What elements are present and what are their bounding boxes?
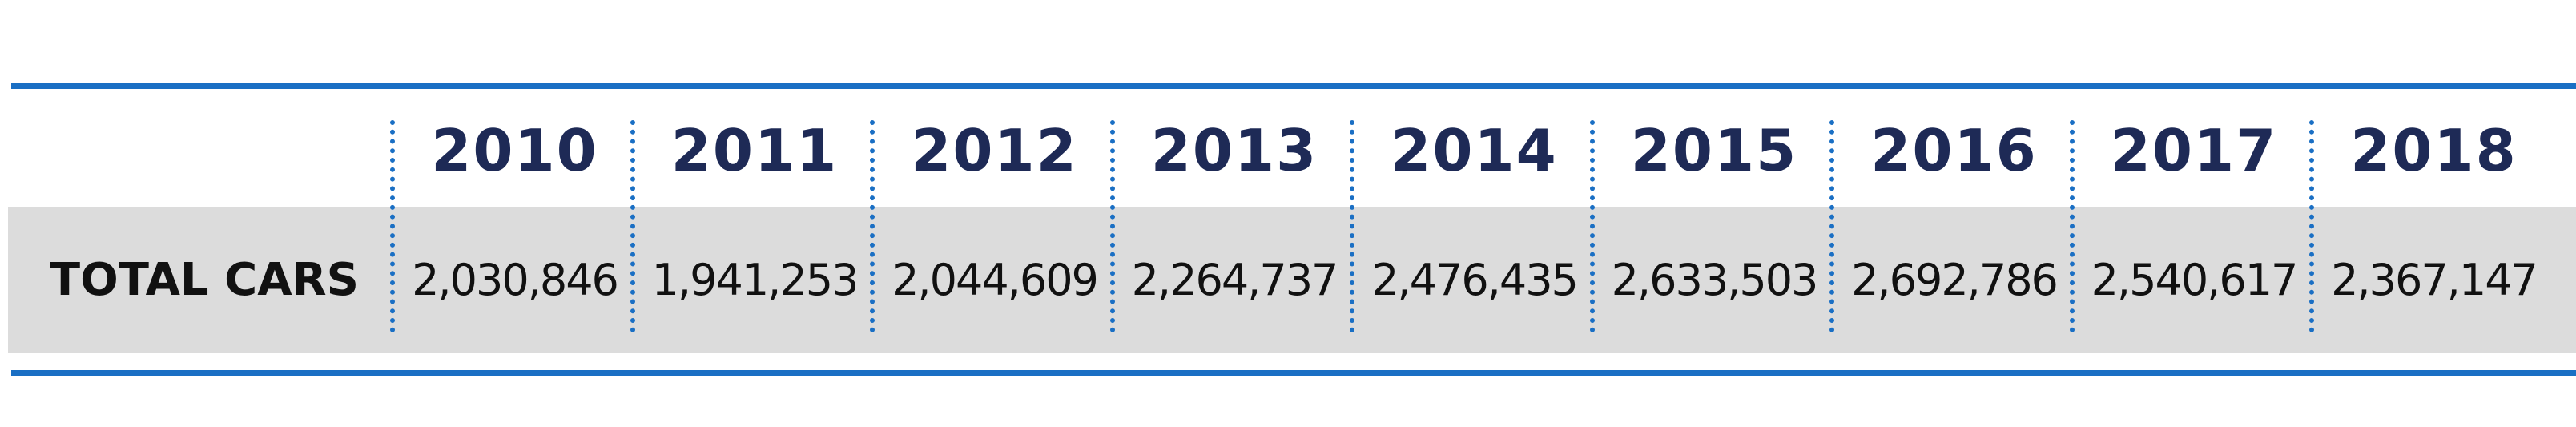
column-separator: [1109, 120, 1115, 332]
column-header: 2017: [2110, 117, 2278, 184]
cell-value: 2,633,503: [1611, 255, 1819, 305]
cell-value: 1,941,253: [651, 255, 859, 305]
column-separator: [1829, 120, 1834, 332]
column-header: 2014: [1391, 117, 1558, 184]
column-separator: [1589, 120, 1595, 332]
row-label: TOTAL CARS: [49, 254, 359, 306]
column-header: 2010: [431, 117, 598, 184]
top-rule: [11, 83, 2576, 89]
cell-value: 2,540,617: [2091, 255, 2299, 305]
bottom-rule: [11, 370, 2576, 376]
cell-value: 2,030,846: [412, 255, 619, 305]
cell-value: 2,044,609: [892, 255, 1099, 305]
cell-value: 2,692,786: [1851, 255, 2059, 305]
column-separator: [2309, 120, 2314, 332]
column-separator: [2069, 120, 2075, 332]
column-header: 2012: [911, 117, 1078, 184]
cell-value: 2,367,147: [2331, 255, 2538, 305]
column-header: 2011: [670, 117, 839, 184]
column-separator: [390, 120, 395, 332]
column-separator: [630, 120, 635, 332]
column-separator: [870, 120, 875, 332]
column-header: 2013: [1150, 117, 1318, 184]
column-header: 2015: [1630, 117, 1798, 184]
column-header: 2016: [1870, 117, 2038, 184]
cell-value: 2,264,737: [1131, 255, 1339, 305]
cell-value: 2,476,435: [1371, 255, 1579, 305]
row-band: [8, 207, 2576, 353]
column-header: 2018: [2350, 117, 2518, 184]
column-separator: [1350, 120, 1354, 332]
